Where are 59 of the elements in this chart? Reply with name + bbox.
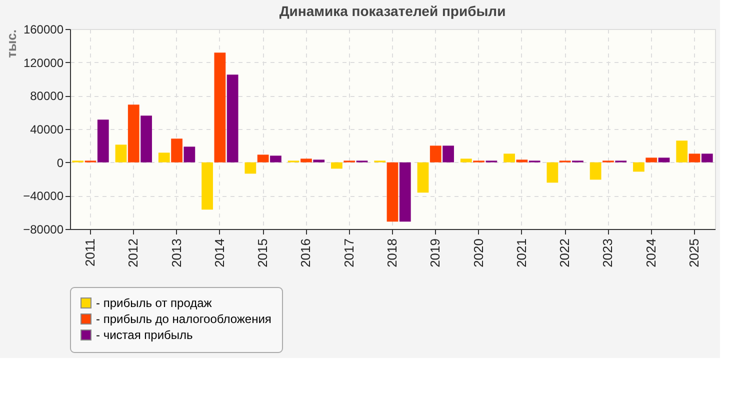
bar (214, 52, 226, 162)
x-tick-label: 2021 (514, 238, 529, 268)
x-tick-label: 2018 (384, 238, 400, 268)
legend-label: - прибыль до налогообложения (96, 312, 272, 326)
bar (270, 156, 282, 162)
x-tick-label: 2015 (255, 238, 270, 268)
bar (688, 154, 700, 162)
y-tick-label: 160000 (23, 22, 64, 36)
y-tick-label: 0 (56, 156, 64, 170)
bar (202, 162, 213, 210)
y-tick-label: −40000 (23, 189, 64, 204)
bar (516, 160, 528, 162)
x-tick-label: 2019 (428, 238, 443, 268)
x-tick-label: 2024 (643, 238, 658, 268)
bar (504, 154, 515, 162)
x-tick-label: 2017 (341, 238, 356, 268)
bar (442, 146, 454, 162)
x-tick-label: 2025 (686, 238, 702, 268)
bar (633, 162, 644, 172)
x-tick-label: 2016 (298, 238, 314, 268)
bar (300, 158, 312, 162)
bar (460, 158, 472, 162)
legend-label: - прибыль от продаж (96, 296, 212, 310)
bar (171, 138, 182, 162)
x-tick-label: 2022 (557, 238, 572, 268)
legend-label: - чистая прибыль (96, 328, 193, 342)
bar (546, 162, 558, 183)
x-tick-label: 2011 (82, 238, 98, 266)
x-tick-label: 2013 (168, 238, 184, 268)
bar (701, 154, 713, 162)
x-tick-label: 2014 (212, 238, 227, 268)
x-tick-label: 2023 (600, 238, 616, 268)
x-tick-label: 2020 (470, 238, 486, 268)
bar (140, 116, 152, 162)
bar (158, 152, 170, 162)
bar (128, 104, 140, 162)
chart-title: Динамика показателей прибыли (279, 3, 506, 19)
x-tick-label: 2012 (126, 238, 141, 268)
y-tick-label: −80000 (23, 222, 64, 236)
bar (658, 158, 670, 162)
bar (184, 146, 196, 162)
bar (646, 158, 658, 162)
bar (97, 120, 109, 162)
bar (676, 140, 688, 162)
bar (590, 162, 602, 180)
bar (430, 146, 442, 162)
bar (386, 162, 398, 222)
bar (399, 162, 411, 222)
bar (417, 162, 429, 193)
bar (313, 160, 325, 162)
bar (244, 162, 256, 174)
bar (257, 154, 269, 162)
y-tick-label: 120000 (23, 56, 64, 70)
y-tick-label: 80000 (30, 89, 64, 104)
bar (115, 144, 127, 162)
bar (226, 74, 238, 162)
y-axis-title: тыс. (4, 30, 20, 58)
y-tick-label: 40000 (30, 122, 64, 136)
bar (331, 162, 342, 169)
